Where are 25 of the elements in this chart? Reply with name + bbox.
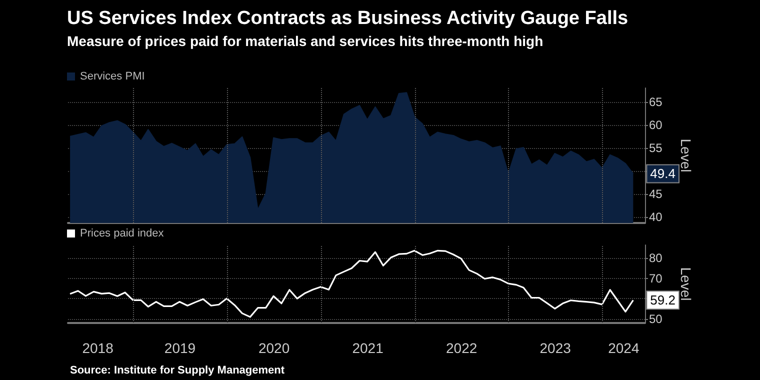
y-axis-title: Level — [678, 267, 694, 301]
x-tick-label: 2024 — [608, 340, 640, 356]
x-tick-label: 2019 — [164, 340, 196, 356]
y-tick-label: 80 — [649, 251, 663, 266]
y-tick-label: 65 — [649, 94, 663, 109]
data-label: 59.2 — [650, 292, 676, 308]
y-axis-title: Level — [678, 138, 694, 172]
y-tick-label: 40 — [649, 210, 663, 224]
x-tick-label: 2022 — [446, 340, 478, 356]
y-tick-label: 50 — [649, 312, 663, 326]
legend-label: Prices paid index — [80, 228, 164, 240]
y-tick-label: 70 — [649, 271, 663, 286]
y-tick-label: 55 — [649, 140, 663, 155]
source-note: Source: Institute for Supply Management — [70, 364, 285, 376]
x-tick-label: 2021 — [352, 340, 384, 356]
x-tick-label: 2020 — [258, 340, 290, 356]
y-tick-label: 45 — [649, 186, 663, 201]
x-tick-label: 2023 — [540, 340, 572, 356]
x-tick-label: 2018 — [82, 340, 114, 356]
y-tick-label: 60 — [649, 118, 663, 132]
chart-subtitle: Measure of prices paid for materials and services hits three-month high — [67, 33, 544, 49]
line-series — [69, 250, 634, 318]
chart-title: US Services Index Contracts as Business Activity Gauge Falls — [67, 8, 628, 29]
data-label: 49.4 — [650, 166, 676, 182]
legend-label: Services PMI — [80, 70, 145, 82]
